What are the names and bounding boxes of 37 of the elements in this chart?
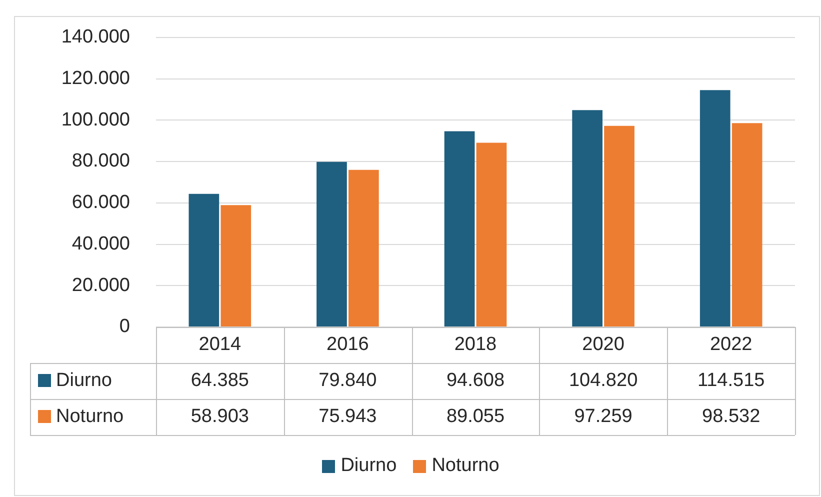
text: Diurno [340, 455, 397, 476]
x-tick-label: 2022 [710, 334, 752, 356]
y-tick-label: 80.000 [72, 150, 130, 172]
bar [700, 90, 730, 326]
bar [316, 162, 347, 326]
bar [476, 142, 507, 326]
data-label: 64.385 [190, 370, 249, 392]
y-tick-label: 0 [119, 316, 130, 338]
y-tick-label: 100.000 [61, 109, 130, 130]
data-label: 98.532 [702, 406, 760, 428]
text: Noturno [432, 455, 500, 476]
y-tick-label: 140.000 [61, 26, 130, 48]
bar [732, 123, 762, 326]
bar [604, 126, 634, 326]
bar [444, 131, 475, 326]
data-label: 94.608 [446, 370, 505, 392]
bar [348, 170, 379, 326]
x-tick-label: 2014 [198, 334, 242, 356]
x-tick-label: 2018 [454, 334, 497, 356]
legend-label: Diurno [56, 370, 112, 392]
data-label: 114.515 [697, 370, 765, 392]
bar [188, 194, 220, 326]
data-label: 58.903 [190, 406, 249, 428]
legend-label: Noturno [56, 406, 124, 428]
data-label: 89.055 [446, 406, 505, 428]
bar [572, 110, 602, 326]
y-tick-label: 40.000 [72, 233, 130, 254]
x-tick-label: 2016 [326, 334, 369, 356]
data-label: 104.820 [568, 370, 638, 392]
data-label: 79.840 [318, 370, 377, 392]
x-tick-label: 2020 [582, 334, 624, 356]
data-label: 97.259 [574, 406, 632, 428]
y-tick-label: 20.000 [72, 274, 130, 296]
data-label: 75.943 [318, 406, 377, 428]
y-tick-label: 120.000 [61, 68, 130, 90]
y-tick-label: 60.000 [72, 192, 130, 214]
bar [220, 205, 252, 326]
